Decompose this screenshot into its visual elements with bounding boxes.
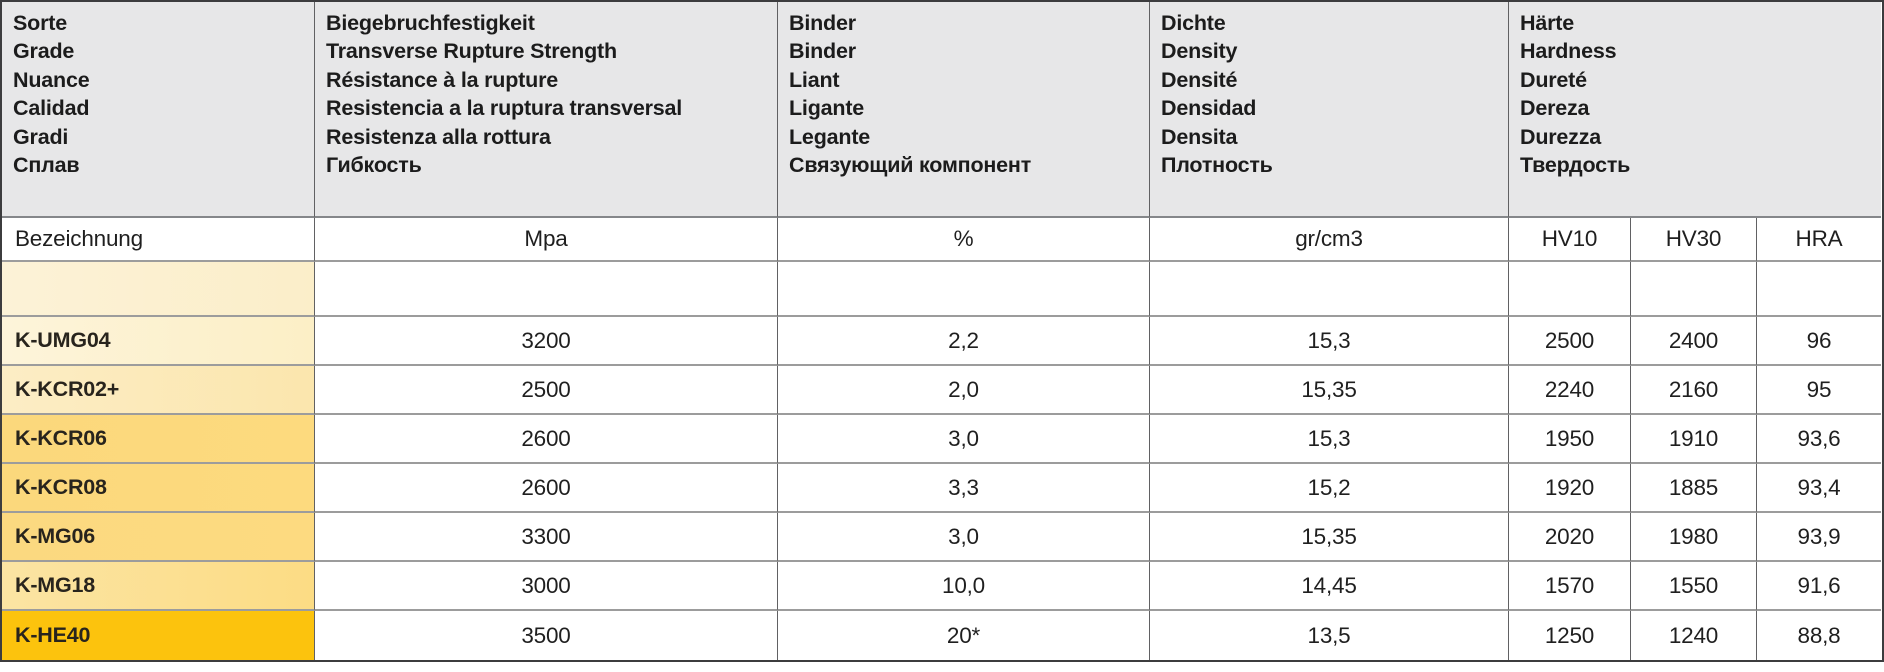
spacer-cell xyxy=(778,262,1150,317)
rupture-cell: 3000 xyxy=(315,562,778,611)
hra-cell: 91,6 xyxy=(1757,562,1881,611)
hv30-cell: 1550 xyxy=(1631,562,1757,611)
hv30-cell: 1910 xyxy=(1631,415,1757,464)
density-cell: 15,35 xyxy=(1150,513,1509,562)
hra-cell: 96 xyxy=(1757,317,1881,366)
hv10-cell: 2500 xyxy=(1509,317,1631,366)
density-cell: 15,2 xyxy=(1150,464,1509,513)
hv10-cell: 1570 xyxy=(1509,562,1631,611)
header-cell-binder: Binder Binder Liant Ligante Legante Связ… xyxy=(778,2,1150,218)
spacer-grade-cell xyxy=(2,262,315,317)
hv10-cell: 1250 xyxy=(1509,611,1631,660)
hv10-cell: 1920 xyxy=(1509,464,1631,513)
header-cell-rupture: Biegebruchfestigkeit Transverse Rupture … xyxy=(315,2,778,218)
hra-cell: 93,9 xyxy=(1757,513,1881,562)
units-cell-hra: HRA xyxy=(1757,218,1881,262)
spacer-cell xyxy=(1757,262,1881,317)
units-cell-mpa: Mpa xyxy=(315,218,778,262)
binder-cell: 20* xyxy=(778,611,1150,660)
rupture-cell: 3200 xyxy=(315,317,778,366)
hra-cell: 95 xyxy=(1757,366,1881,415)
rupture-cell: 3300 xyxy=(315,513,778,562)
grade-cell: K-MG18 xyxy=(2,562,315,611)
hv10-cell: 2020 xyxy=(1509,513,1631,562)
spacer-cell xyxy=(1150,262,1509,317)
header-cell-hardness: Härte Hardness Dureté Dereza Durezza Тве… xyxy=(1509,2,1881,218)
density-cell: 15,35 xyxy=(1150,366,1509,415)
hra-cell: 93,6 xyxy=(1757,415,1881,464)
header-cell-grade: Sorte Grade Nuance Calidad Gradi Сплав xyxy=(2,2,315,218)
spacer-cell xyxy=(315,262,778,317)
binder-cell: 10,0 xyxy=(778,562,1150,611)
units-cell-grcm3: gr/cm3 xyxy=(1150,218,1509,262)
grade-cell: K-KCR08 xyxy=(2,464,315,513)
spacer-cell xyxy=(1509,262,1631,317)
header-cell-density: Dichte Density Densité Densidad Densita … xyxy=(1150,2,1509,218)
hv30-cell: 1885 xyxy=(1631,464,1757,513)
spacer-cell xyxy=(1631,262,1757,317)
hv30-cell: 1980 xyxy=(1631,513,1757,562)
units-cell-hv10: HV10 xyxy=(1509,218,1631,262)
hv30-cell: 2160 xyxy=(1631,366,1757,415)
rupture-cell: 2500 xyxy=(315,366,778,415)
units-cell-designation: Bezeichnung xyxy=(2,218,315,262)
rupture-cell: 2600 xyxy=(315,464,778,513)
units-cell-hv30: HV30 xyxy=(1631,218,1757,262)
grade-cell: K-UMG04 xyxy=(2,317,315,366)
hv30-cell: 2400 xyxy=(1631,317,1757,366)
rupture-cell: 3500 xyxy=(315,611,778,660)
hv30-cell: 1240 xyxy=(1631,611,1757,660)
density-cell: 13,5 xyxy=(1150,611,1509,660)
binder-cell: 2,0 xyxy=(778,366,1150,415)
binder-cell: 3,0 xyxy=(778,415,1150,464)
units-cell-percent: % xyxy=(778,218,1150,262)
hv10-cell: 2240 xyxy=(1509,366,1631,415)
density-cell: 14,45 xyxy=(1150,562,1509,611)
grade-cell: K-KCR02+ xyxy=(2,366,315,415)
grade-cell: K-KCR06 xyxy=(2,415,315,464)
binder-cell: 2,2 xyxy=(778,317,1150,366)
hra-cell: 88,8 xyxy=(1797,622,1841,648)
density-cell: 15,3 xyxy=(1150,415,1509,464)
binder-cell: 3,3 xyxy=(778,464,1150,513)
hra-cell: 93,4 xyxy=(1757,464,1881,513)
grade-cell: K-HE40 xyxy=(2,611,315,660)
binder-cell: 3,0 xyxy=(778,513,1150,562)
rupture-cell: 2600 xyxy=(315,415,778,464)
grade-cell: K-MG06 xyxy=(2,513,315,562)
hv10-cell: 1950 xyxy=(1509,415,1631,464)
density-cell: 15,3 xyxy=(1150,317,1509,366)
